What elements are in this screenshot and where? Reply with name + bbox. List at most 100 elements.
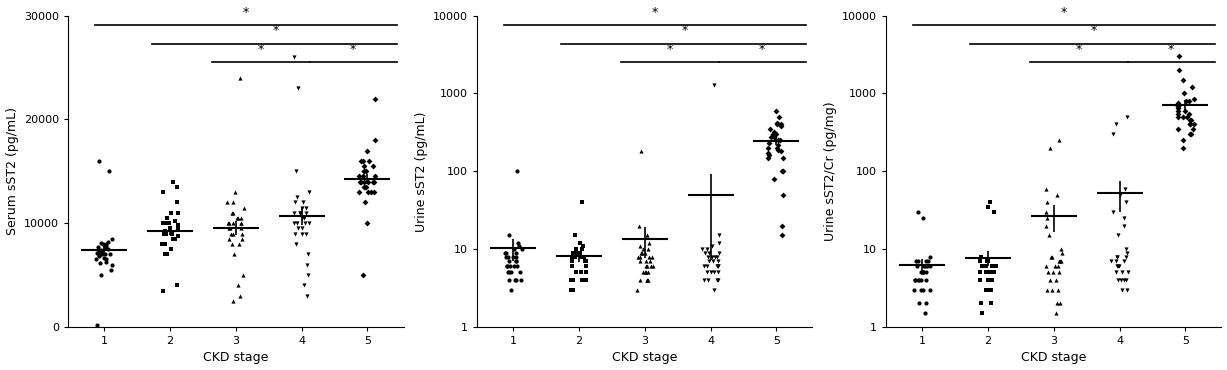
Point [1177, 98, 1196, 104]
Point [973, 310, 993, 316]
Point [355, 179, 374, 185]
Point [358, 179, 378, 185]
Point [1052, 250, 1071, 256]
Point [1174, 91, 1194, 97]
Point [232, 215, 252, 221]
Point [561, 277, 580, 283]
Point [1169, 67, 1189, 73]
Point [633, 269, 653, 275]
Point [907, 258, 926, 264]
Point [87, 250, 107, 256]
Point [285, 199, 304, 205]
Point [160, 220, 179, 226]
Point [501, 263, 520, 269]
Point [636, 269, 655, 275]
Point [562, 254, 582, 260]
Point [638, 277, 658, 283]
Point [168, 225, 188, 231]
Point [971, 258, 990, 264]
Point [1103, 131, 1123, 137]
Point [353, 184, 373, 190]
Point [913, 269, 933, 275]
Point [353, 272, 373, 278]
Point [294, 215, 314, 221]
Point [1168, 102, 1188, 108]
Point [1050, 300, 1070, 306]
Point [709, 250, 729, 256]
Point [915, 263, 935, 269]
Point [364, 189, 384, 195]
Point [704, 287, 724, 293]
Point [631, 243, 650, 249]
Point [575, 269, 595, 275]
Point [1184, 121, 1204, 127]
Point [772, 223, 791, 229]
Point [504, 246, 524, 252]
Point [1178, 114, 1198, 120]
Point [1112, 269, 1131, 275]
Point [562, 263, 582, 269]
Point [772, 148, 791, 154]
Text: *: * [666, 43, 674, 56]
Point [697, 263, 717, 269]
Point [704, 254, 724, 260]
Point [631, 250, 650, 256]
Point [299, 220, 319, 226]
Point [577, 269, 596, 275]
Point [761, 126, 780, 132]
Point [632, 250, 652, 256]
Point [704, 82, 724, 88]
Point [912, 269, 931, 275]
Point [292, 215, 312, 221]
Point [510, 277, 530, 283]
Point [772, 121, 791, 127]
Point [760, 140, 779, 146]
Point [639, 246, 659, 252]
Point [563, 250, 583, 256]
Point [167, 184, 187, 190]
Point [768, 147, 788, 152]
Point [1040, 145, 1060, 151]
Point [1184, 96, 1204, 102]
Point [707, 277, 726, 283]
Point [920, 263, 940, 269]
Point [977, 269, 996, 275]
Point [353, 158, 373, 164]
Text: *: * [652, 6, 658, 19]
Point [1036, 209, 1055, 215]
Point [153, 189, 173, 195]
Point [294, 282, 314, 288]
Point [910, 277, 930, 283]
Point [773, 192, 793, 198]
Point [286, 168, 306, 174]
Point [168, 233, 188, 239]
Point [708, 277, 728, 283]
Point [764, 176, 784, 182]
Point [1114, 258, 1134, 264]
Point [912, 287, 931, 293]
Point [361, 189, 380, 195]
Point [357, 220, 377, 226]
Point [1108, 232, 1128, 238]
Point [571, 250, 590, 256]
Point [155, 241, 174, 247]
Point [772, 168, 791, 174]
Point [1049, 258, 1069, 264]
Point [1173, 137, 1193, 143]
Point [98, 246, 118, 252]
Point [628, 254, 648, 260]
Point [567, 269, 587, 275]
Point [88, 253, 108, 259]
Point [101, 251, 120, 257]
Point [363, 179, 383, 185]
Point [1173, 77, 1193, 83]
Point [1107, 254, 1126, 260]
Text: *: * [258, 43, 264, 56]
Point [909, 277, 929, 283]
Point [507, 258, 526, 264]
Point [157, 215, 177, 221]
Point [907, 263, 926, 269]
Point [161, 225, 180, 231]
Point [504, 263, 524, 269]
Point [980, 277, 1000, 283]
